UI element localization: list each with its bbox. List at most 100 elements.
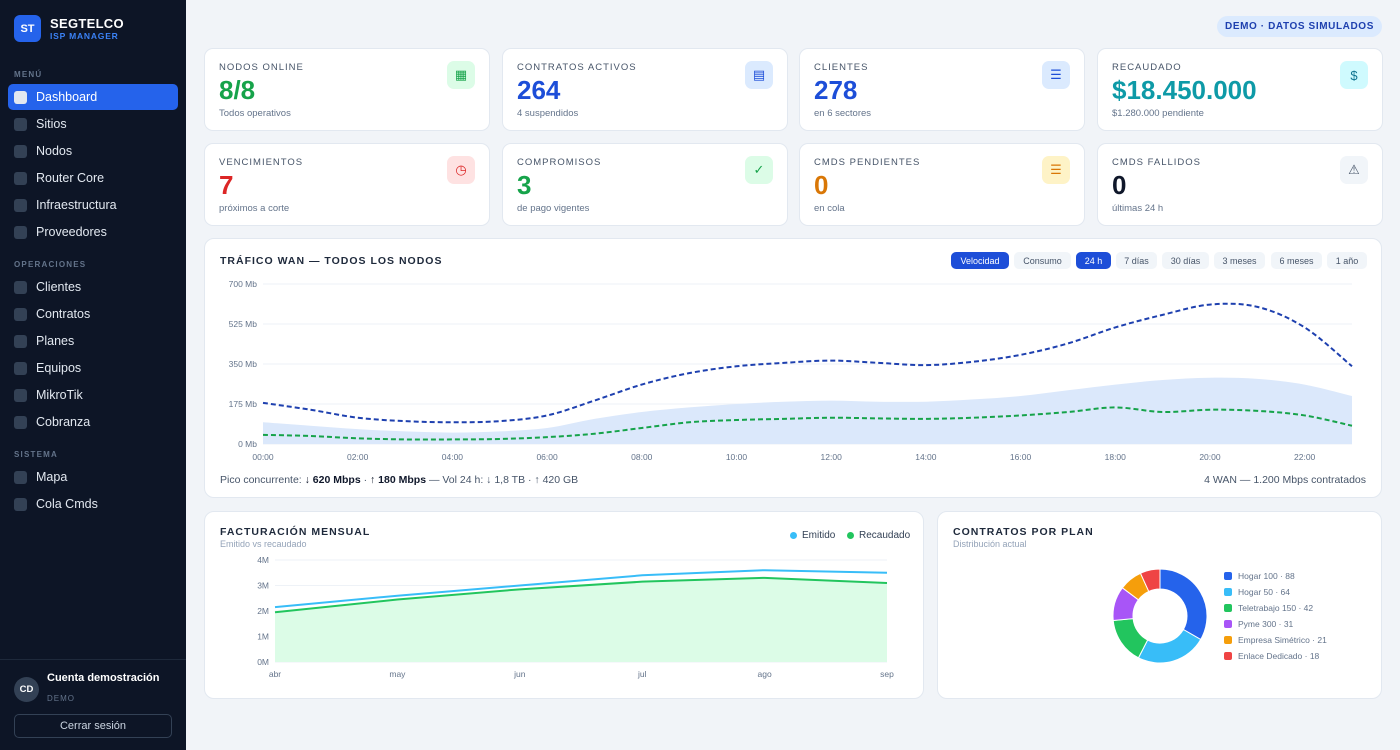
- traffic-line-download: [262, 302, 1353, 424]
- y-tick-label: 175 Mb: [229, 399, 258, 409]
- sidebar-item-cobranza[interactable]: Cobranza: [8, 409, 178, 435]
- sidebar-item-label: Clientes: [36, 280, 82, 294]
- range-7-dias[interactable]: 7 días: [1116, 252, 1157, 269]
- legend-label: Hogar 50 · 64: [1238, 587, 1290, 597]
- kpi-subtext: próximos a corte: [219, 203, 290, 214]
- account-panel: CD Cuenta demostración DEMO Cerrar sesió…: [0, 659, 186, 750]
- x-tick-label: 02:00: [347, 452, 369, 462]
- sidebar-item-proveedores[interactable]: Proveedores: [8, 219, 178, 245]
- range-3-meses[interactable]: 3 meses: [1214, 252, 1265, 269]
- plan-legend-item: Pyme 300 · 31: [1224, 616, 1327, 632]
- y-tick-label: 350 Mb: [229, 359, 258, 369]
- toggle-velocidad[interactable]: Velocidad: [951, 252, 1009, 269]
- kpi-card-compromisos[interactable]: COMPROMISOS 3 de pago vigentes ✓: [502, 143, 788, 226]
- legend-label: Emitido: [802, 530, 836, 541]
- clientes-icon: [14, 280, 27, 294]
- section-label-operaciones: OPERACIONES: [14, 260, 87, 269]
- range-30-dias[interactable]: 30 días: [1162, 252, 1209, 269]
- plan-legend-item: Empresa Simétrico · 21: [1224, 632, 1327, 648]
- kpi-label: RECAUDADO: [1112, 62, 1182, 73]
- planes-icon: [14, 334, 27, 348]
- x-tick-label: 14:00: [915, 452, 937, 462]
- legend-label: Pyme 300 · 31: [1238, 619, 1294, 629]
- kpi-card-cmds-fallidos[interactable]: CMDS FALLIDOS 0 últimas 24 h ⚠: [1097, 143, 1383, 226]
- range-1-ano[interactable]: 1 año: [1327, 252, 1367, 269]
- kpi-card-contratos-activos[interactable]: CONTRATOS ACTIVOS 264 4 suspendidos ▤: [502, 48, 788, 131]
- sidebar-item-mikrotik[interactable]: MikroTik: [8, 382, 178, 408]
- sidebar-item-sitios[interactable]: Sitios: [8, 111, 178, 137]
- peak-down-value: ↓ 620 Mbps: [304, 474, 361, 486]
- kpi-card-recaudado[interactable]: RECAUDADO $18.450.000 $1.280.000 pendiente…: [1097, 48, 1383, 131]
- plans-donut-chart: [1112, 568, 1208, 664]
- kpi-label: CONTRATOS ACTIVOS: [517, 62, 637, 73]
- sidebar-item-contratos[interactable]: Contratos: [8, 301, 178, 327]
- equipos-icon: [14, 361, 27, 375]
- infraestructura-icon: [14, 198, 27, 212]
- avatar[interactable]: CD: [14, 677, 39, 702]
- kpi-card-nodos-online[interactable]: NODOS ONLINE 8/8 Todos operativos ▦: [204, 48, 490, 131]
- x-tick-label: 04:00: [442, 452, 464, 462]
- sidebar-item-label: Cobranza: [36, 415, 91, 429]
- sidebar-item-label: Contratos: [36, 307, 91, 321]
- sidebar-item-label: Cola Cmds: [36, 497, 98, 511]
- kpi-subtext: de pago vigentes: [517, 203, 590, 214]
- brand[interactable]: ST SEGTELCO ISP MANAGER: [14, 15, 124, 42]
- sidebar-item-mapa[interactable]: Mapa: [8, 464, 178, 490]
- clock-icon: ◷: [447, 156, 475, 184]
- legend-swatch: [1224, 588, 1232, 596]
- donut-slice[interactable]: [1137, 628, 1202, 664]
- traffic-area-series: [263, 377, 1352, 444]
- x-tick-label: ago: [758, 669, 772, 679]
- kpi-label: VENCIMIENTOS: [219, 157, 304, 168]
- sidebar-item-label: Mapa: [36, 470, 68, 484]
- kpi-value: 264: [517, 75, 561, 105]
- range-6-meses[interactable]: 6 meses: [1271, 252, 1322, 269]
- x-tick-label: 08:00: [631, 452, 653, 462]
- sidebar-item-nodos[interactable]: Nodos: [8, 138, 178, 164]
- toggle-consumo[interactable]: Consumo: [1014, 252, 1071, 269]
- sidebar-item-label: Sitios: [36, 117, 67, 131]
- list-icon: ☰: [1042, 61, 1070, 89]
- kpi-card-vencimientos[interactable]: VENCIMIENTOS 7 próximos a corte ◷: [204, 143, 490, 226]
- traffic-line-upload: [262, 406, 1353, 441]
- sidebar: ST SEGTELCO ISP MANAGER MENÚ Dashboard S…: [0, 0, 186, 750]
- legend-label: Enlace Dedicado · 18: [1238, 651, 1320, 661]
- dashboard-icon: [14, 90, 27, 104]
- kpi-subtext: en 6 sectores: [814, 108, 872, 119]
- donut-slice[interactable]: [1159, 568, 1208, 641]
- kpi-value: 8/8: [219, 75, 256, 105]
- sidebar-item-label: Infraestructura: [36, 198, 117, 212]
- sidebar-item-infraestructura[interactable]: Infraestructura: [8, 192, 178, 218]
- x-tick-label: 00:00: [252, 452, 274, 462]
- sidebar-item-equipos[interactable]: Equipos: [8, 355, 178, 381]
- sidebar-item-cola-cmds[interactable]: Cola Cmds: [8, 491, 178, 517]
- kpi-subtext: últimas 24 h: [1112, 203, 1164, 214]
- sidebar-item-label: Dashboard: [36, 90, 98, 104]
- plans-title: CONTRATOS POR PLAN: [953, 526, 1094, 538]
- logout-button[interactable]: Cerrar sesión: [14, 714, 172, 738]
- y-tick-label: 0 Mb: [238, 439, 257, 449]
- kpi-card-clientes[interactable]: CLIENTES 278 en 6 sectores ☰: [799, 48, 1085, 131]
- y-tick-label: 4M: [257, 555, 269, 565]
- sidebar-item-clientes[interactable]: Clientes: [8, 274, 178, 300]
- sidebar-item-dashboard[interactable]: Dashboard: [8, 84, 178, 110]
- dollar-icon: $: [1340, 61, 1368, 89]
- kpi-card-cmds-pendientes[interactable]: CMDS PENDIENTES 0 en cola ☰: [799, 143, 1085, 226]
- sidebar-item-router-core[interactable]: Router Core: [8, 165, 178, 191]
- legend-swatch: [1224, 636, 1232, 644]
- y-tick-label: 1M: [257, 632, 269, 642]
- kpi-value: 0: [1112, 170, 1127, 200]
- peak-separator: ·: [360, 474, 371, 486]
- brand-subtitle: ISP MANAGER: [50, 30, 119, 41]
- donut-slice[interactable]: [1139, 568, 1161, 593]
- traffic-summary: Pico concurrente: ↓ 620 Mbps · ↑ 180 Mbp…: [220, 474, 578, 486]
- cobranza-icon: [14, 415, 27, 429]
- kpi-label: CMDS PENDIENTES: [814, 157, 921, 168]
- warning-icon: ⚠: [1340, 156, 1368, 184]
- check-icon: ✓: [745, 156, 773, 184]
- y-tick-label: 3M: [257, 581, 269, 591]
- sidebar-item-label: Equipos: [36, 361, 82, 375]
- kpi-subtext: $1.280.000 pendiente: [1112, 108, 1204, 119]
- sidebar-item-planes[interactable]: Planes: [8, 328, 178, 354]
- range-24h[interactable]: 24 h: [1076, 252, 1111, 269]
